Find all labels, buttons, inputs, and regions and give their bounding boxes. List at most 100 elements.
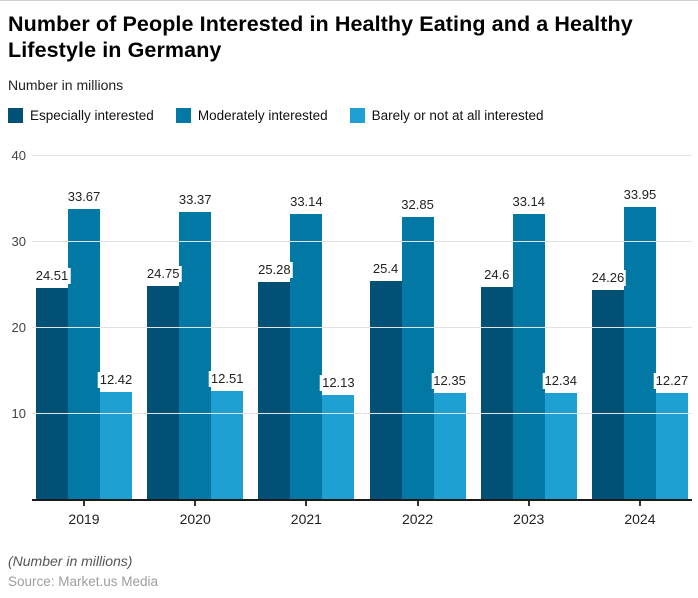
bar-wrap: 24.51 (33, 209, 71, 499)
bar-wrap: 33.95 (621, 187, 659, 499)
bar-wrap: 25.4 (369, 217, 402, 499)
chart-subtitle: Number in millions (8, 77, 124, 93)
bar (433, 392, 466, 499)
bar-value-label: 25.28 (256, 261, 293, 278)
x-axis-item: 2020 (147, 501, 243, 527)
x-axis-label: 2020 (179, 511, 211, 527)
y-axis-tick-label: 30 (11, 234, 26, 249)
gridline (32, 413, 692, 414)
x-axis-tick (527, 501, 530, 506)
legend-swatch-icon (349, 108, 365, 123)
gridline (32, 241, 692, 242)
bar-group: 25.28 33.14 12.13 (256, 194, 357, 499)
x-axis-label: 2021 (290, 511, 322, 527)
x-axis-tick (305, 501, 308, 506)
bar-value-label: 12.51 (208, 371, 246, 388)
bar (591, 290, 624, 499)
bar-wrap: 24.6 (480, 214, 513, 499)
y-axis-tick-label: 10 (11, 406, 26, 421)
x-axis-row: 2019 2020 2021 2022 2023 2024 (32, 501, 692, 527)
bar-wrap: 33.37 (176, 192, 214, 499)
bar (258, 281, 291, 499)
bar (100, 392, 132, 499)
bar-value-label: 12.13 (320, 374, 357, 391)
x-axis-tick (83, 501, 85, 506)
bar-value-label: 33.37 (176, 192, 214, 209)
bar-chart: 24.51 33.67 12.42 24.75 33.37 12.51 25.28 33.14… (6, 148, 692, 527)
chart-legend: Especially interested Moderately interest… (6, 108, 692, 123)
bar-group: 25.4 32.85 12.35 (369, 196, 468, 499)
bar-value-label: 33.67 (65, 189, 103, 206)
bars-row: 24.51 33.67 12.42 24.75 33.37 12.51 25.28 33.14… (32, 157, 692, 499)
bar-value-label: 24.75 (144, 266, 182, 283)
bar-wrap: 24.26 (589, 207, 627, 499)
bar (147, 286, 180, 499)
bar-value-label: 24.51 (33, 268, 71, 285)
bar-wrap: 24.75 (144, 212, 182, 499)
bar-wrap: 33.14 (288, 194, 325, 499)
source-credit: Source: Market.us Media (8, 574, 159, 589)
bar-wrap: 12.27 (653, 207, 691, 499)
x-axis-label: 2019 (68, 511, 100, 527)
x-axis-label: 2023 (513, 511, 545, 527)
bar (623, 207, 656, 499)
y-axis-tick-label: 20 (11, 320, 26, 335)
gridline (32, 155, 692, 156)
y-axis-tick-label: 40 (11, 148, 26, 163)
bar-wrap: 12.42 (97, 209, 135, 499)
legend-item-label: Barely or not at all interested (371, 108, 544, 123)
bar-value-label: 32.85 (399, 196, 436, 213)
bar (401, 216, 434, 499)
bar-value-label: 12.35 (431, 372, 468, 389)
legend-item: Barely or not at all interested (349, 108, 544, 123)
bar-value-label: 24.6 (482, 267, 512, 284)
bar-value-label: 25.4 (370, 260, 401, 277)
bar-value-label: 12.42 (97, 372, 135, 389)
bar-value-label: 33.14 (288, 194, 325, 210)
bar (290, 214, 323, 499)
bar-group: 24.6 33.14 12.34 (480, 194, 580, 499)
bar (512, 214, 545, 499)
page-title: Number of People Interested in Healthy E… (8, 12, 633, 62)
x-axis-item: 2019 (36, 501, 132, 527)
legend-swatch-icon (8, 108, 23, 123)
bar (211, 391, 244, 499)
bar-wrap: 32.85 (399, 196, 436, 499)
gridline (32, 327, 692, 328)
x-axis-tick (194, 501, 197, 506)
bar-group: 24.26 33.95 12.27 (589, 187, 691, 499)
bar-wrap: 12.13 (320, 214, 357, 499)
bar-wrap: 33.67 (65, 189, 103, 499)
x-axis-label: 2022 (401, 511, 434, 527)
x-axis-item: 2024 (592, 501, 688, 527)
x-axis-item: 2022 (370, 501, 466, 527)
bar (322, 394, 355, 499)
chart-footer: (Number in millions) Source: Market.us M… (6, 553, 692, 589)
bar (480, 287, 513, 499)
x-axis-label: 2024 (624, 511, 656, 527)
bar (544, 392, 577, 499)
bar-value-label: 33.95 (621, 187, 659, 204)
plot-area: 24.51 33.67 12.42 24.75 33.37 12.51 25.28 33.14… (12, 148, 692, 501)
x-axis-item: 2023 (481, 501, 577, 527)
bar (655, 393, 688, 499)
legend-item-label: Moderately interested (197, 108, 328, 123)
bar-value-label: 33.14 (510, 194, 548, 210)
bar-wrap: 12.35 (431, 217, 468, 499)
footer-note: (Number in millions) (8, 553, 133, 569)
x-axis-tick (638, 501, 641, 506)
bar-value-label: 12.27 (653, 373, 691, 390)
legend-swatch-icon (175, 108, 191, 123)
bar-group: 24.51 33.67 12.42 (33, 189, 135, 499)
bar-wrap: 12.34 (542, 214, 580, 499)
legend-item-label: Especially interested (30, 108, 154, 123)
legend-item: Moderately interested (175, 108, 328, 123)
bar (68, 209, 100, 499)
bar (179, 212, 212, 499)
bar (369, 280, 402, 499)
bar-value-label: 24.26 (589, 270, 627, 287)
x-axis-tick (416, 501, 419, 506)
bar (36, 288, 68, 499)
x-axis-item: 2021 (258, 501, 354, 527)
